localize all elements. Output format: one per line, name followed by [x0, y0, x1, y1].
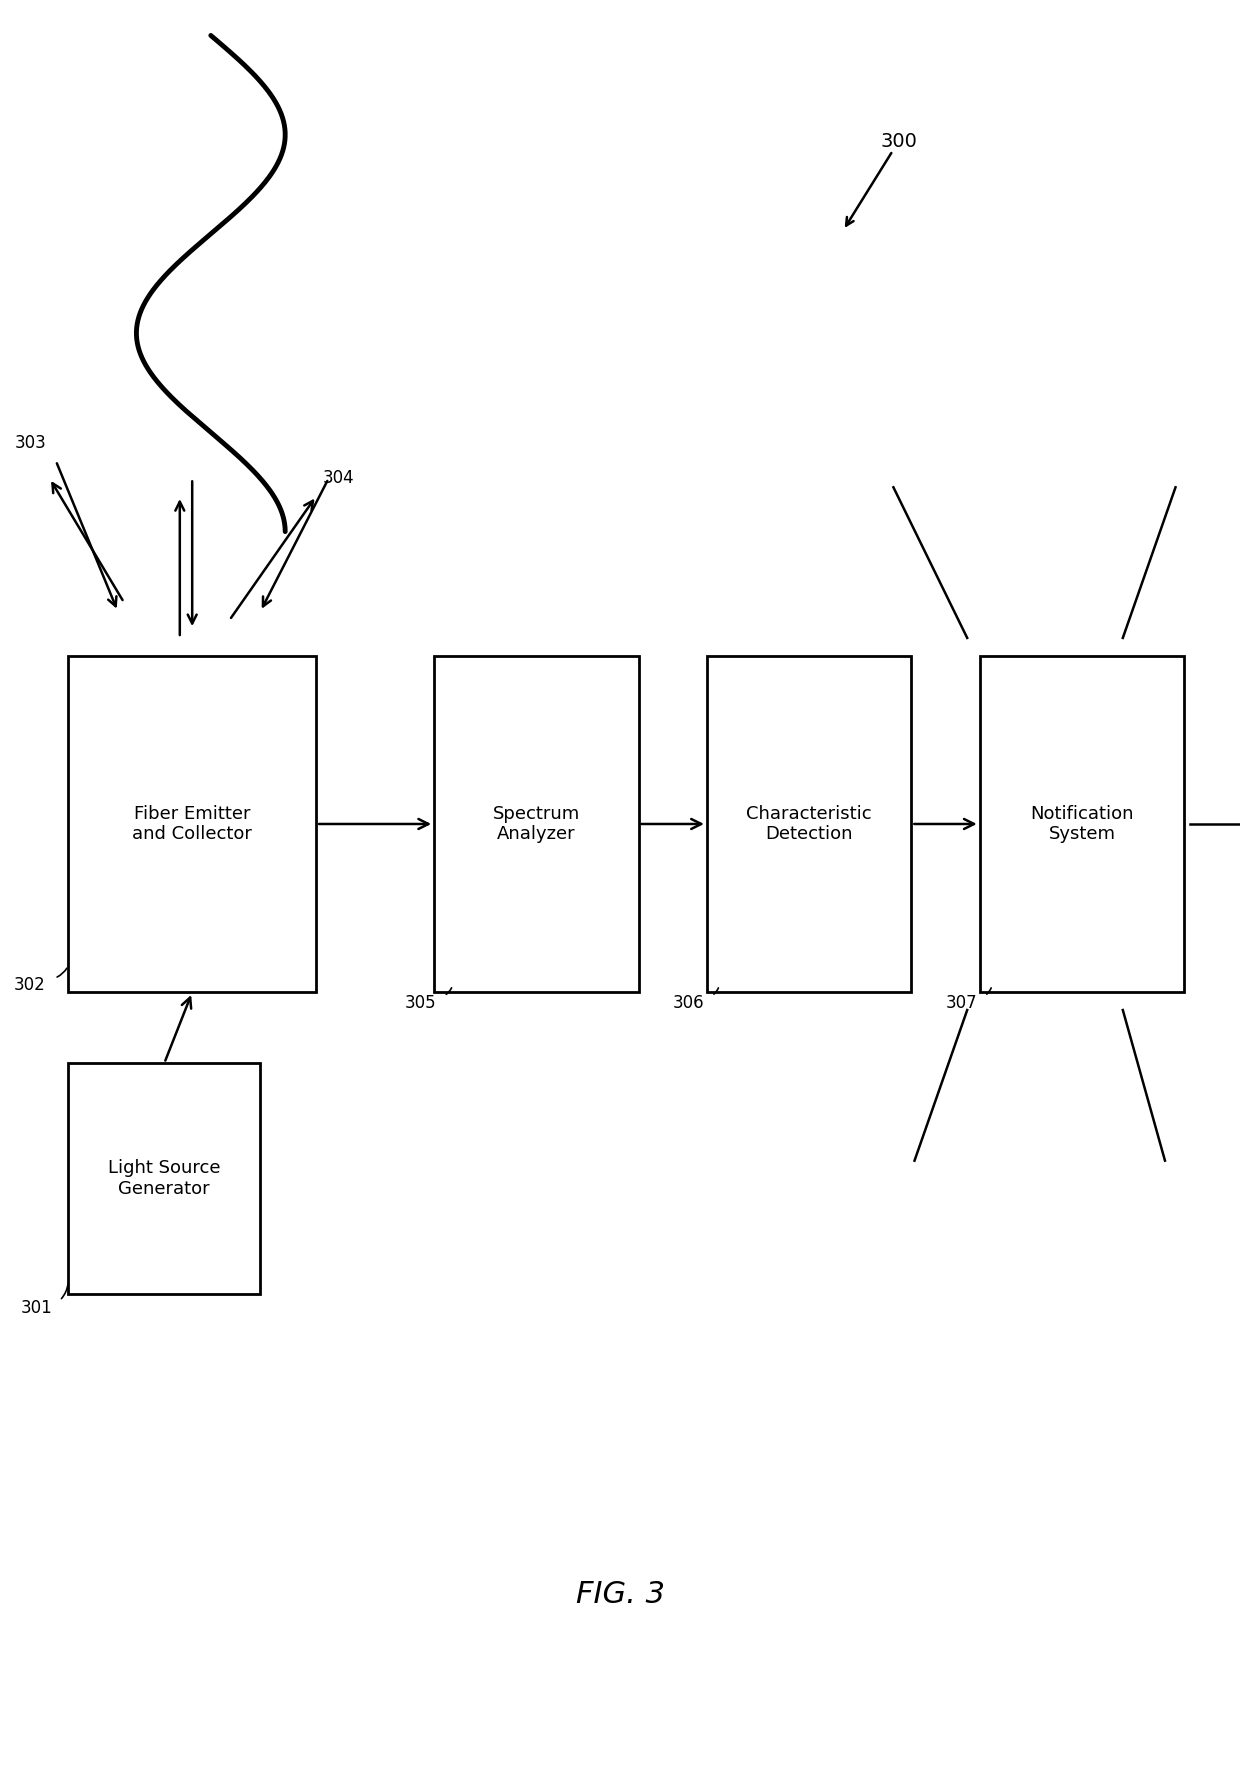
- Text: Fiber Emitter
and Collector: Fiber Emitter and Collector: [133, 804, 252, 843]
- Text: Light Source
Generator: Light Source Generator: [108, 1159, 221, 1198]
- FancyBboxPatch shape: [68, 656, 316, 992]
- Text: 307: 307: [945, 994, 977, 1012]
- FancyBboxPatch shape: [68, 1063, 260, 1294]
- Text: 304: 304: [322, 470, 355, 487]
- Text: 306: 306: [672, 994, 704, 1012]
- Text: Spectrum
Analyzer: Spectrum Analyzer: [492, 804, 580, 843]
- FancyBboxPatch shape: [434, 656, 639, 992]
- Text: Notification
System: Notification System: [1030, 804, 1133, 843]
- Text: 301: 301: [20, 1299, 52, 1317]
- Text: 302: 302: [14, 976, 46, 994]
- Text: 303: 303: [15, 434, 47, 452]
- Text: 305: 305: [404, 994, 436, 1012]
- Text: FIG. 3: FIG. 3: [575, 1581, 665, 1609]
- FancyBboxPatch shape: [980, 656, 1184, 992]
- FancyBboxPatch shape: [707, 656, 911, 992]
- Text: Characteristic
Detection: Characteristic Detection: [746, 804, 872, 843]
- Text: 300: 300: [880, 133, 918, 151]
